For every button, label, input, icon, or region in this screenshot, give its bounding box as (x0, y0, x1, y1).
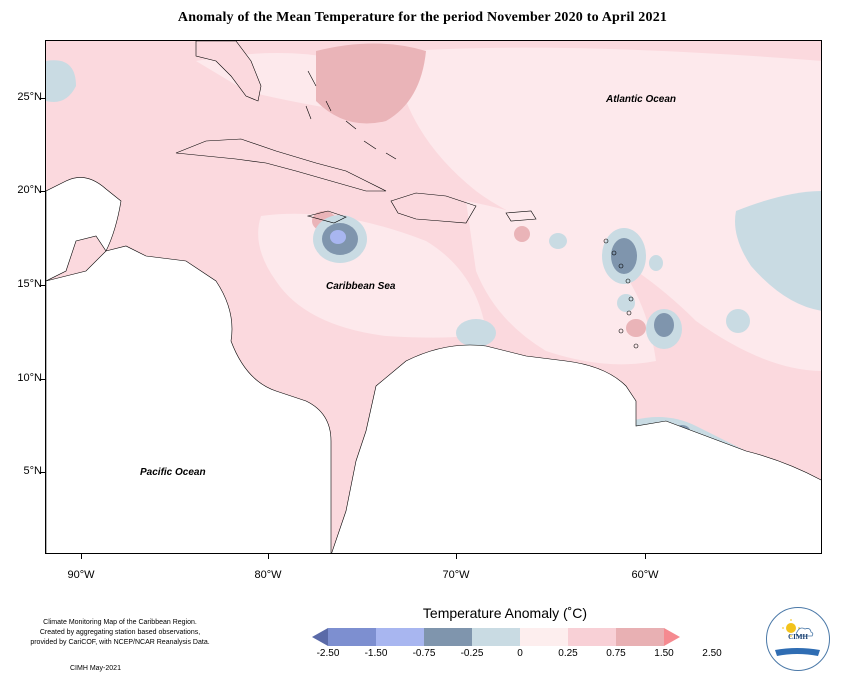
legend-colorbar (312, 628, 680, 646)
logo-emblem (775, 619, 820, 656)
legend-tick-label: 0 (517, 648, 523, 659)
legend-cell (424, 628, 472, 646)
lon-tick (268, 554, 269, 559)
lon-tick (81, 554, 82, 559)
legend-tick-label: 2.50 (702, 648, 722, 659)
lat-label: 10°N (17, 372, 42, 384)
footnote-line: provided by CariCOF, with NCEP/NCAR Rean… (30, 639, 210, 647)
anomaly-zone-cool (726, 309, 750, 333)
legend-cell (616, 628, 664, 646)
sun-icon (786, 623, 796, 633)
legend-cell (328, 628, 376, 646)
lat-tick (40, 472, 45, 473)
lat-label: 25°N (17, 91, 42, 103)
lat-label: 15°N (17, 278, 42, 290)
lat-label: 20°N (17, 184, 42, 196)
map-credit: CIMH May-2021 (70, 665, 121, 672)
land-cuba (175, 138, 387, 192)
label-caribbean-sea: Caribbean Sea (326, 281, 396, 292)
land-bahamas (305, 70, 397, 160)
land-puerto-rico (505, 210, 537, 222)
map-title: Anomaly of the Mean Temperature for the … (177, 10, 668, 25)
legend-cell (520, 628, 568, 646)
legend-title: Temperature Anomaly (˚C) (422, 605, 588, 621)
anomaly-zone-cold (654, 313, 674, 337)
anomaly-zone-cool (617, 294, 635, 312)
wave-icon (775, 648, 820, 656)
legend-arrow-high (664, 628, 680, 646)
lon-label: 80°W (254, 569, 282, 581)
footnote-line: Created by aggregating station based obs… (39, 629, 201, 637)
lon-label: 70°W (442, 569, 470, 581)
legend-cell (376, 628, 424, 646)
anomaly-zone-colder (330, 230, 346, 244)
lon-tick (456, 554, 457, 559)
anomaly-zone-cool (46, 60, 76, 102)
footnote-line: Climate Monitoring Map of the Caribbean … (43, 619, 197, 626)
anomaly-map (45, 40, 822, 554)
anomaly-zone-warm (316, 43, 426, 124)
cimh-logo: CIMH (766, 607, 830, 671)
legend-arrow-low (312, 628, 328, 646)
anomaly-zone-warm (514, 226, 530, 242)
anomaly-zone-cool (456, 319, 496, 347)
anomaly-zone-warm (626, 319, 646, 337)
anomaly-zone-light (466, 201, 656, 365)
label-pacific-ocean: Pacific Ocean (140, 467, 206, 478)
lat-tick (40, 98, 45, 99)
lat-tick (40, 191, 45, 192)
lon-tick (645, 554, 646, 559)
map-footnote: Climate Monitoring Map of the Caribbean … (10, 618, 230, 648)
anomaly-zone-cold (611, 238, 637, 274)
legend-tick-label: -2.50 (316, 648, 340, 659)
land-lesser-antilles (603, 238, 639, 349)
legend-tick-label: -1.50 (364, 648, 388, 659)
label-atlantic-ocean: Atlantic Ocean (606, 94, 677, 105)
legend-tick-label: 0.25 (558, 648, 578, 659)
lat-label: 5°N (23, 465, 42, 477)
anomaly-zone-cool (549, 233, 567, 249)
legend-tick-label: -0.25 (460, 648, 484, 659)
land-jamaica (306, 210, 347, 224)
lon-label: 60°W (631, 569, 659, 581)
anomaly-zone-cool (735, 191, 821, 311)
land-florida (195, 41, 262, 102)
legend-tick-label: -0.75 (412, 648, 436, 659)
logo-text: CIMH (788, 633, 808, 641)
lat-tick (40, 285, 45, 286)
lat-tick (40, 379, 45, 380)
legend-cell (472, 628, 520, 646)
legend-tick-label: 0.75 (606, 648, 626, 659)
cloud-icon (795, 627, 814, 637)
anomaly-zone-cool (649, 255, 663, 271)
map-canvas (46, 41, 821, 553)
land-south-america (331, 344, 821, 553)
land-central-america (46, 245, 332, 553)
anomaly-zone-light (406, 47, 821, 371)
lon-label: 90°W (67, 569, 95, 581)
land-hispaniola (390, 192, 477, 224)
land-mexico (46, 177, 122, 282)
legend-cell (568, 628, 616, 646)
legend-tick-label: 1.50 (654, 648, 674, 659)
